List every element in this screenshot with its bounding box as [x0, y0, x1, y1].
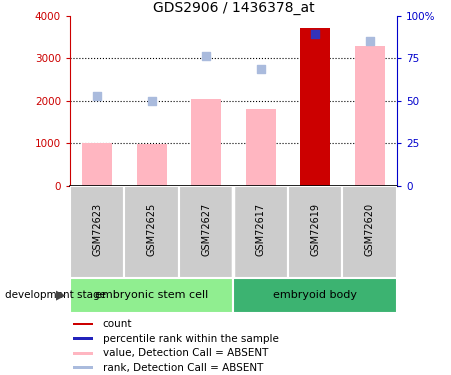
Title: GDS2906 / 1436378_at: GDS2906 / 1436378_at	[152, 1, 314, 15]
Text: GSM72627: GSM72627	[201, 203, 211, 256]
Bar	[73, 338, 93, 340]
Point	[257, 66, 264, 72]
Bar	[246, 109, 276, 186]
Bar	[70, 186, 124, 278]
Bar	[70, 278, 234, 313]
Bar	[191, 99, 221, 186]
Text: GSM72617: GSM72617	[256, 203, 266, 256]
Bar	[234, 278, 397, 313]
Text: GSM72620: GSM72620	[364, 203, 375, 256]
Bar	[342, 186, 397, 278]
Text: count: count	[103, 319, 132, 329]
Bar	[234, 186, 288, 278]
Text: value, Detection Call = ABSENT: value, Detection Call = ABSENT	[103, 348, 268, 358]
Point	[148, 98, 155, 104]
Text: ▶: ▶	[56, 289, 65, 302]
Text: development stage: development stage	[5, 290, 106, 300]
Text: embryoid body: embryoid body	[273, 290, 357, 300]
Text: GSM72625: GSM72625	[147, 203, 156, 256]
Point	[93, 93, 101, 99]
Bar	[354, 46, 385, 186]
Bar	[73, 352, 93, 354]
Bar	[73, 366, 93, 369]
Point	[366, 38, 373, 44]
Bar	[82, 143, 112, 186]
Text: GSM72623: GSM72623	[92, 203, 102, 256]
Bar	[73, 323, 93, 326]
Bar	[137, 144, 166, 186]
Text: percentile rank within the sample: percentile rank within the sample	[103, 334, 278, 344]
Bar	[300, 28, 330, 186]
Text: rank, Detection Call = ABSENT: rank, Detection Call = ABSENT	[103, 363, 263, 373]
Point	[312, 31, 319, 37]
Bar	[179, 186, 234, 278]
Point	[202, 53, 210, 59]
Bar	[288, 186, 342, 278]
Bar	[124, 186, 179, 278]
Text: embryonic stem cell: embryonic stem cell	[95, 290, 208, 300]
Text: GSM72619: GSM72619	[310, 203, 320, 256]
